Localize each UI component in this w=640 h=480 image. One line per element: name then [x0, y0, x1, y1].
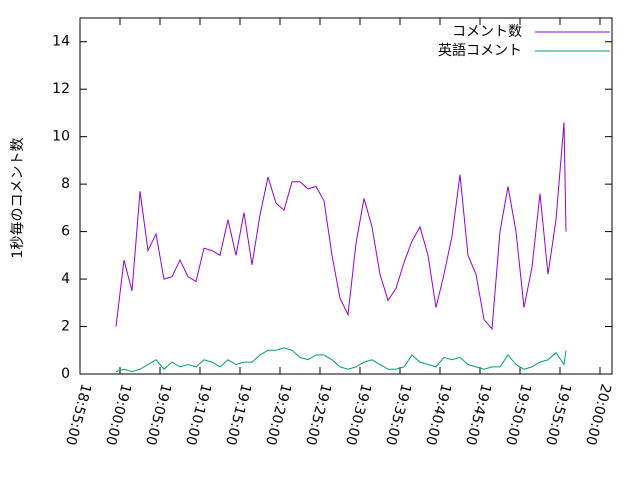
series-line: [115, 122, 567, 331]
legend-label: 英語コメント: [438, 42, 522, 59]
y-tick-label: 14: [52, 34, 70, 50]
series-line: [115, 347, 567, 373]
y-tick-label: 8: [61, 176, 70, 192]
y-tick-label: 0: [61, 366, 70, 382]
y-tick-label: 6: [61, 224, 70, 240]
y-tick-label: 12: [52, 81, 70, 97]
y-tick-label: 2: [61, 319, 70, 335]
legend-label: コメント数: [452, 24, 522, 40]
y-tick-label: 4: [61, 271, 70, 287]
y-axis-label: 1秒毎のコメント数: [10, 138, 26, 259]
plot-border: [79, 17, 613, 375]
y-tick-label: 10: [52, 129, 70, 145]
